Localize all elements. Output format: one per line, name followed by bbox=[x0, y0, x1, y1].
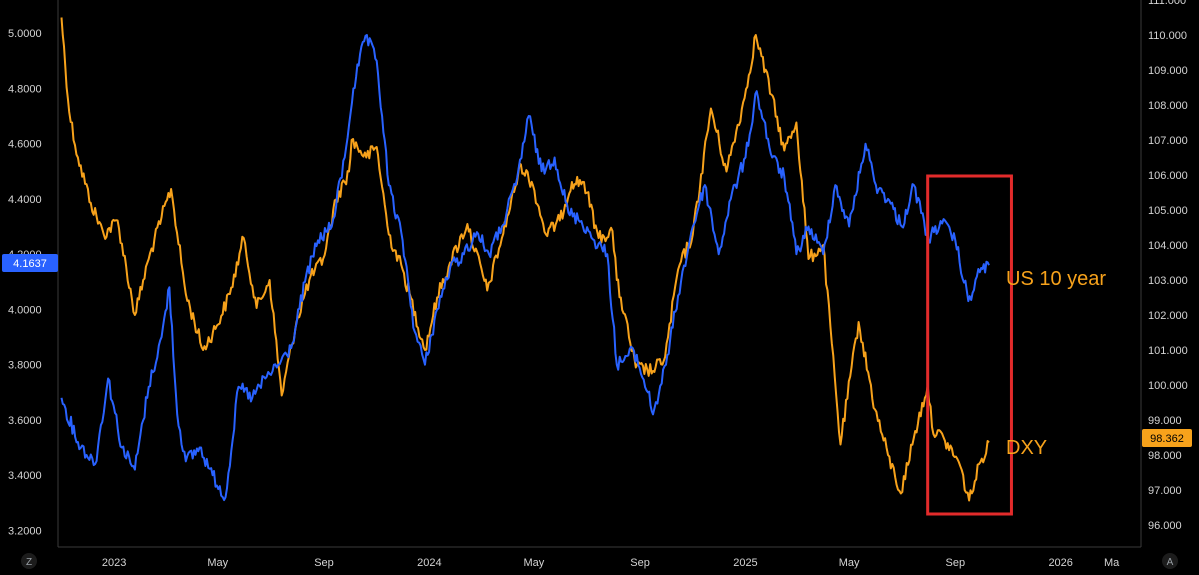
right-tick-label: 103.000 bbox=[1148, 275, 1188, 287]
x-tick-label: May bbox=[207, 557, 228, 569]
left-tick-label: 3.2000 bbox=[8, 525, 42, 537]
left-tick-label: 4.6000 bbox=[8, 139, 42, 151]
x-tick-label: May bbox=[839, 557, 860, 569]
right-tick-label: 109.000 bbox=[1148, 65, 1188, 77]
right-tick-label: 100.000 bbox=[1148, 380, 1188, 392]
corner-button-auto[interactable]: A bbox=[1162, 553, 1178, 569]
x-tick-label: 2026 bbox=[1048, 557, 1072, 569]
left-tick-label: 3.8000 bbox=[8, 360, 42, 372]
left-tick-label: 4.8000 bbox=[8, 83, 42, 95]
right-tick-label: 102.000 bbox=[1148, 310, 1188, 322]
right-tick-label: 110.000 bbox=[1148, 30, 1187, 42]
right-tick-label: 98.000 bbox=[1148, 450, 1182, 462]
series-line-dxy bbox=[60, 17, 990, 502]
series-line-us-10-year bbox=[60, 34, 990, 502]
x-tick-label: 2024 bbox=[417, 557, 441, 569]
right-tick-label: 105.000 bbox=[1148, 205, 1188, 217]
right-tick-label: 104.000 bbox=[1148, 240, 1188, 252]
right-current-value: 98.362 bbox=[1150, 433, 1184, 445]
right-tick-label: 101.000 bbox=[1148, 345, 1188, 357]
left-current-badge: 4.1637 bbox=[2, 254, 58, 272]
right-tick-label: 107.000 bbox=[1148, 135, 1188, 147]
x-tick-label: May bbox=[523, 557, 544, 569]
right-tick-label: 106.000 bbox=[1148, 170, 1188, 182]
x-tick-label: 2025 bbox=[733, 557, 757, 569]
x-tick-label: Ma bbox=[1104, 557, 1120, 569]
right-tick-label: 96.000 bbox=[1148, 520, 1182, 532]
svg-text:Z: Z bbox=[26, 557, 32, 568]
plot-area bbox=[60, 17, 990, 502]
right-tick-label: 97.000 bbox=[1148, 485, 1182, 497]
left-tick-label: 3.4000 bbox=[8, 470, 42, 482]
x-tick-label: Sep bbox=[630, 557, 650, 569]
left-current-value: 4.1637 bbox=[13, 258, 47, 270]
x-tick-label: 2023 bbox=[102, 557, 126, 569]
right-tick-label: 111.000 bbox=[1148, 0, 1186, 7]
left-tick-label: 4.0000 bbox=[8, 304, 42, 316]
corner-button-z[interactable]: Z bbox=[21, 553, 37, 569]
right-axis-ticks: 111.000 110.000 109.000 108.000 107.000 106.0… bbox=[1148, 0, 1188, 532]
right-current-badge: 98.362 bbox=[1142, 429, 1192, 447]
x-axis-ticks: 2023 May Sep 2024 May Sep 2025 May Sep 2026 Ma bbox=[102, 557, 1120, 569]
x-tick-label: Sep bbox=[946, 557, 966, 569]
highlight-box bbox=[926, 174, 1013, 516]
svg-text:A: A bbox=[1167, 557, 1174, 568]
annotation-us-10-year: US 10 year bbox=[1006, 268, 1106, 290]
left-tick-label: 3.6000 bbox=[8, 415, 42, 427]
left-tick-label: 4.4000 bbox=[8, 194, 42, 206]
right-tick-label: 99.000 bbox=[1148, 415, 1182, 427]
x-tick-label: Sep bbox=[314, 557, 334, 569]
right-tick-label: 108.000 bbox=[1148, 100, 1188, 112]
annotation-dxy: DXY bbox=[1006, 437, 1047, 459]
left-tick-label: 5.0000 bbox=[8, 28, 42, 40]
